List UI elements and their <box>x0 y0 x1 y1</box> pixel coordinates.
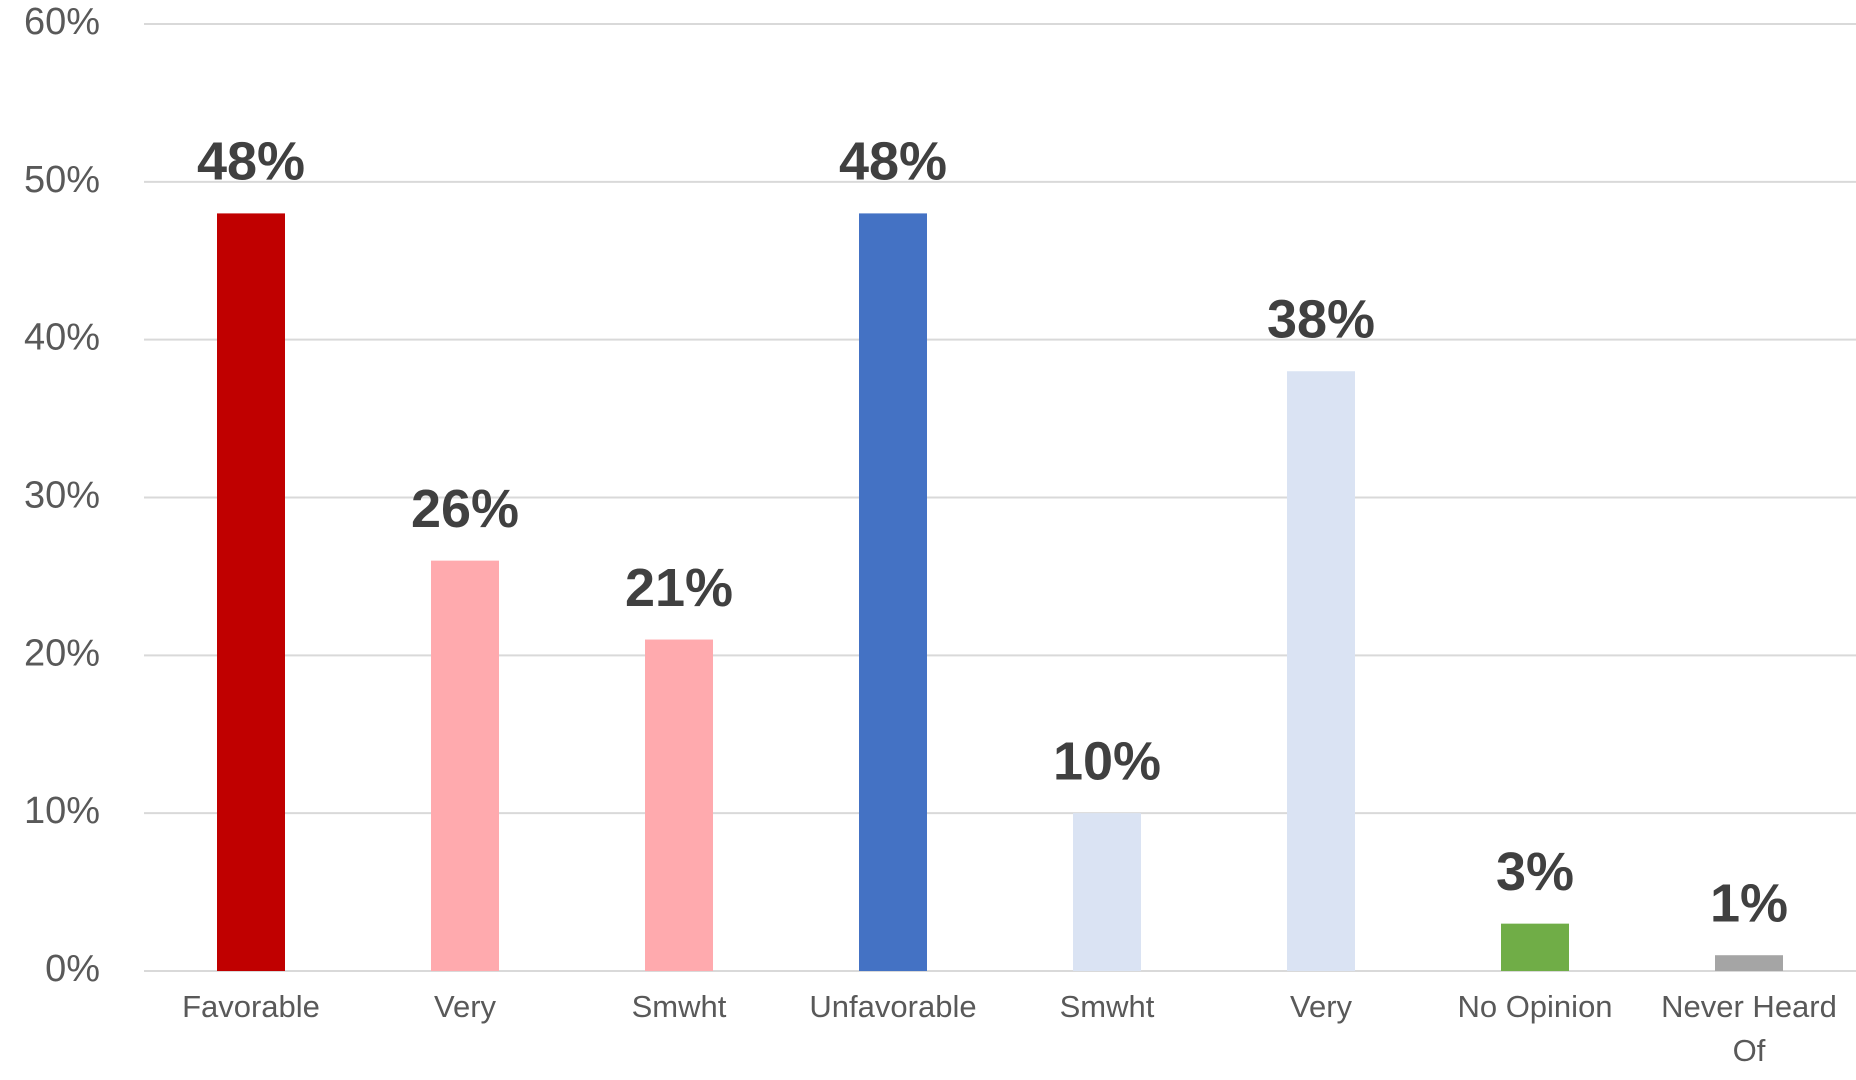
y-tick-label: 10% <box>24 790 100 832</box>
bar <box>1287 371 1355 971</box>
x-tick-label: Smwht <box>1059 989 1155 1024</box>
y-tick-label: 40% <box>24 317 100 359</box>
value-label: 48% <box>839 132 947 192</box>
value-label: 48% <box>197 132 305 192</box>
value-label: 1% <box>1710 873 1788 933</box>
value-label: 38% <box>1267 289 1375 349</box>
bar <box>217 213 285 971</box>
y-tick-label: 60% <box>24 1 100 43</box>
value-label: 10% <box>1053 731 1161 791</box>
x-tick-label: Very <box>433 989 497 1024</box>
value-label: 3% <box>1496 842 1574 902</box>
x-tick-label: No Opinion <box>1457 989 1613 1024</box>
x-tick-label: Favorable <box>182 989 320 1024</box>
x-tick-label: Very <box>1289 989 1353 1024</box>
bar <box>431 560 499 971</box>
y-tick-label: 50% <box>24 159 100 201</box>
bar <box>859 213 927 971</box>
y-tick-label: 20% <box>24 632 100 674</box>
x-tick-label: Smwht <box>631 989 727 1024</box>
value-label: 26% <box>411 479 519 539</box>
y-tick-label: 0% <box>45 948 100 990</box>
x-tick-label: Unfavorable <box>809 989 977 1024</box>
bar <box>1073 813 1141 971</box>
bar <box>1501 923 1569 971</box>
x-tick-label: Never Heard Of <box>1661 989 1837 1068</box>
y-tick-label: 30% <box>24 475 100 517</box>
value-label: 21% <box>625 558 733 618</box>
bar <box>1715 955 1783 971</box>
bar <box>645 639 713 971</box>
